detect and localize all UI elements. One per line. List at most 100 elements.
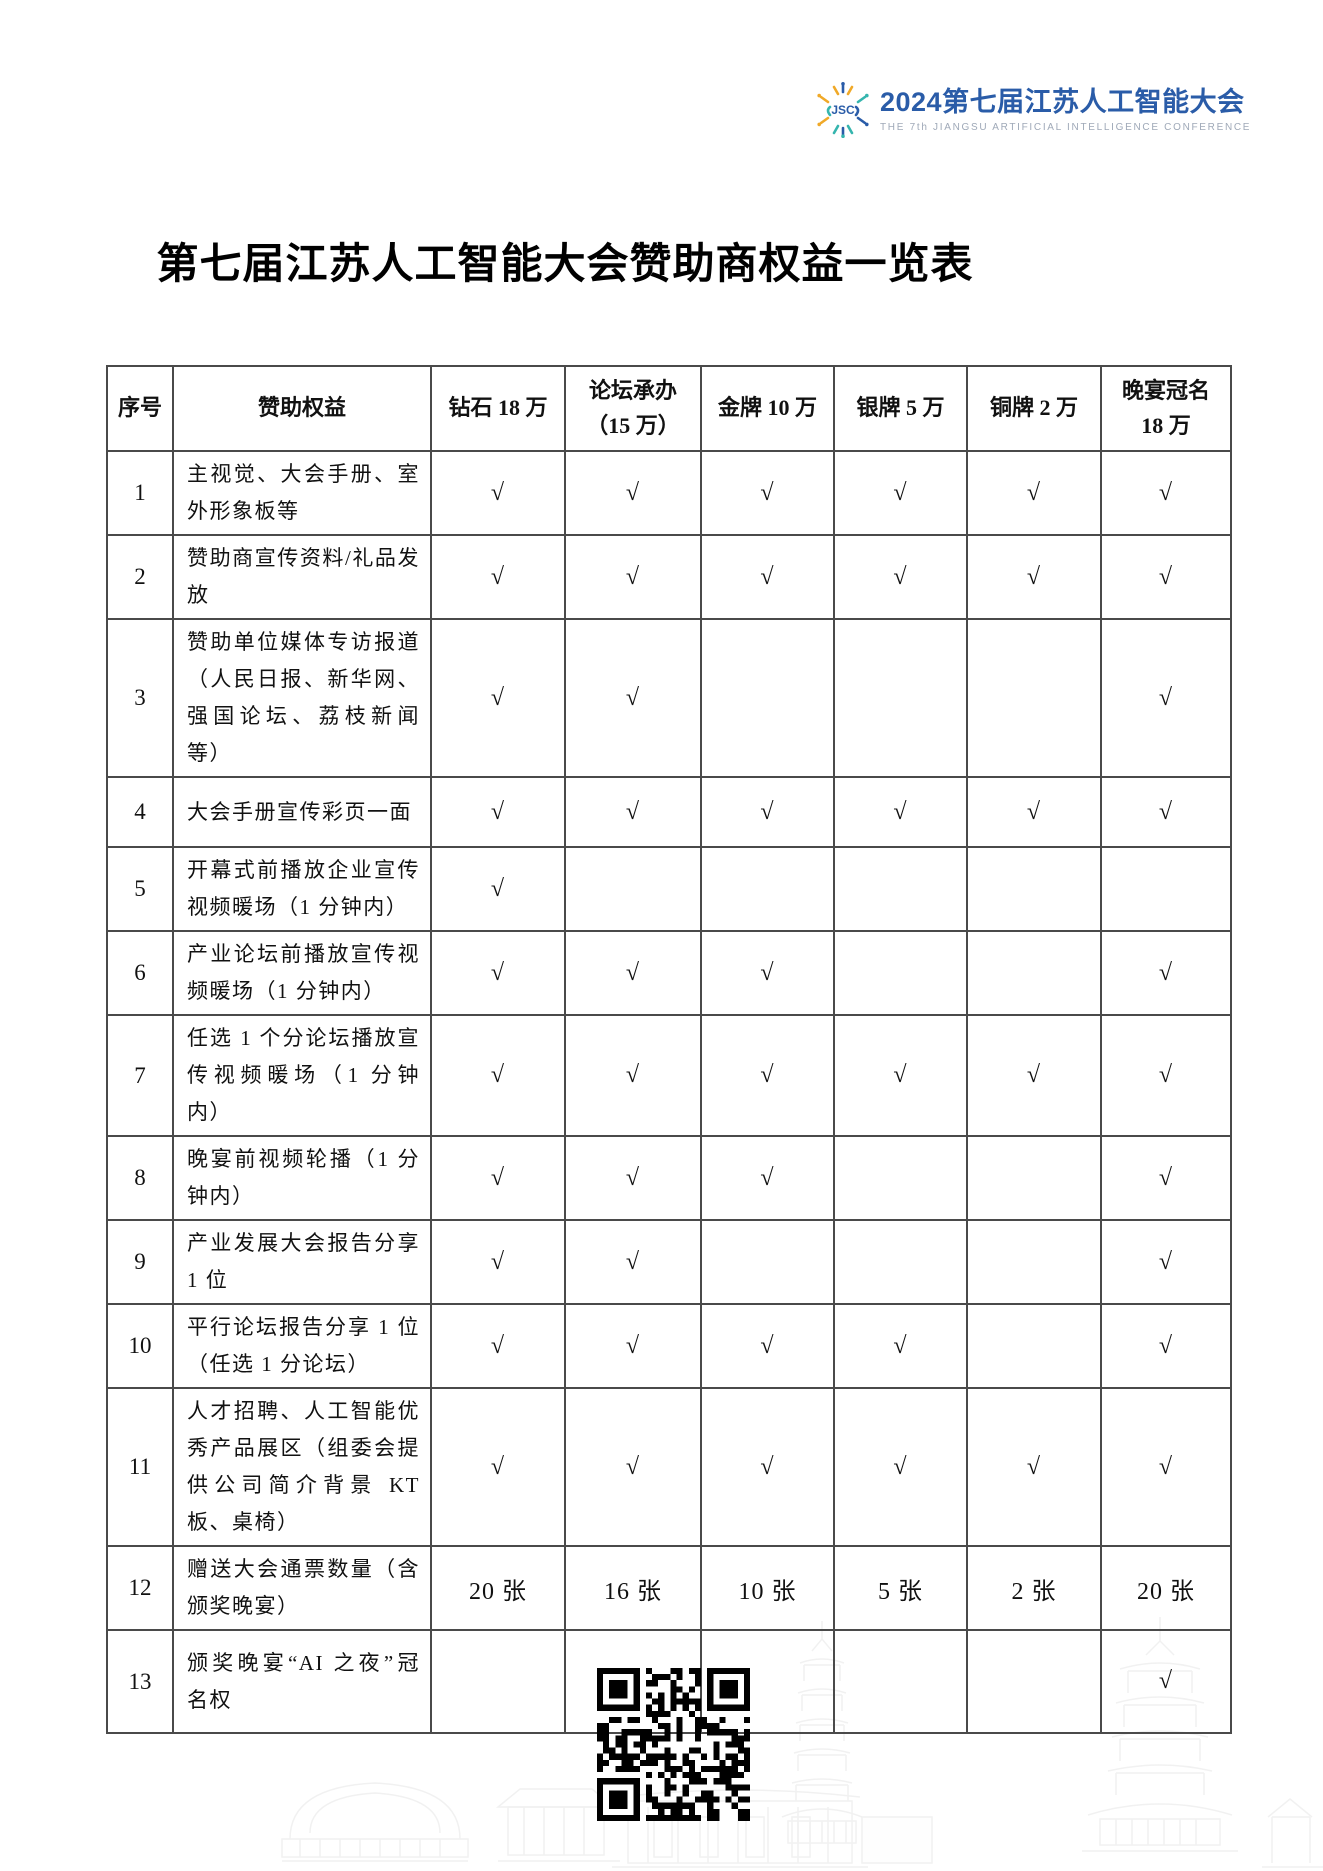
header-index: 序号 [106, 365, 174, 452]
benefit-cell [700, 846, 835, 932]
logo-subtitle: THE 7th JIANGSU ARTIFICIAL INTELLIGENCE … [880, 122, 1252, 134]
table-row: 13 颁奖晚宴“AI 之夜”冠名权 √ [106, 1629, 1232, 1734]
benefit-cell: 20 张 [1100, 1545, 1232, 1631]
benefit-cell: 20 张 [430, 1545, 566, 1631]
benefit-cell: √ [564, 776, 702, 848]
benefit-cell [700, 618, 835, 778]
table-row: 5 开幕式前播放企业宣传视频暖场（1 分钟内） √ [106, 846, 1232, 932]
benefit-label: 任选 1 个分论坛播放宣传视频暖场（1 分钟内） [172, 1014, 432, 1137]
benefit-cell: √ [564, 1135, 702, 1221]
header-banquet-line1: 晚宴冠名 [1121, 378, 1210, 404]
header-diamond: 钻石 18 万 [430, 365, 566, 452]
benefit-cell [966, 846, 1102, 932]
row-number: 3 [106, 618, 174, 778]
header-banquet-line2: 18 万 [1141, 412, 1191, 438]
row-number: 11 [106, 1387, 174, 1547]
row-number: 7 [106, 1014, 174, 1137]
benefit-cell [700, 1219, 835, 1305]
benefit-label: 产业发展大会报告分享 1 位 [172, 1219, 432, 1305]
benefit-cell [833, 1135, 968, 1221]
benefit-cell [833, 1219, 968, 1305]
benefit-cell: √ [430, 1219, 566, 1305]
table-row: 3 赞助单位媒体专访报道（人民日报、新华网、强国论坛、荔枝新闻等） √ √ √ [106, 618, 1232, 778]
header-forum-line2: （15 万） [586, 412, 680, 438]
benefit-cell: √ [1100, 618, 1232, 778]
table-row: 10 平行论坛报告分享 1 位（任选 1 分论坛） √ √ √ √ √ [106, 1303, 1232, 1389]
logo-title: 2024第七届江苏人工智能大会 [880, 86, 1245, 117]
conference-logo: JSC 2024第七届江苏人工智能大会 THE 7th JIANGSU ARTI… [816, 82, 1251, 138]
benefit-cell: √ [564, 1014, 702, 1137]
benefit-cell: 5 张 [833, 1545, 968, 1631]
row-number: 6 [106, 930, 174, 1016]
row-number: 4 [106, 776, 174, 848]
benefit-cell [833, 846, 968, 932]
benefit-label: 颁奖晚宴“AI 之夜”冠名权 [172, 1629, 432, 1734]
benefit-cell: √ [430, 846, 566, 932]
benefit-cell: √ [1100, 450, 1232, 536]
benefit-cell: 16 张 [564, 1545, 702, 1631]
benefit-cell [966, 1629, 1102, 1734]
benefit-cell: √ [564, 1303, 702, 1389]
benefit-cell: √ [564, 618, 702, 778]
benefit-cell [966, 1303, 1102, 1389]
benefit-cell: √ [700, 1387, 835, 1547]
benefit-cell: √ [700, 450, 835, 536]
dome-building-icon [281, 1782, 469, 1862]
row-number: 5 [106, 846, 174, 932]
benefit-cell [966, 1219, 1102, 1305]
benefit-cell: √ [1100, 1387, 1232, 1547]
benefit-cell: √ [430, 618, 566, 778]
row-number: 1 [106, 450, 174, 536]
benefit-cell: √ [700, 1014, 835, 1137]
table-row: 4 大会手册宣传彩页一面 √ √ √ √ √ √ [106, 776, 1232, 848]
benefit-cell [833, 1629, 968, 1734]
header-banquet: 晚宴冠名 18 万 [1100, 365, 1232, 452]
row-number: 9 [106, 1219, 174, 1305]
benefit-cell: √ [564, 450, 702, 536]
benefit-cell: √ [430, 1387, 566, 1547]
table-row: 12 赠送大会通票数量（含颁奖晚宴） 20 张 16 张 10 张 5 张 2 … [106, 1545, 1232, 1631]
benefit-cell: √ [966, 776, 1102, 848]
benefit-cell: √ [1100, 534, 1232, 620]
benefit-cell [966, 618, 1102, 778]
benefit-label: 产业论坛前播放宣传视频暖场（1 分钟内） [172, 930, 432, 1016]
table-row: 6 产业论坛前播放宣传视频暖场（1 分钟内） √ √ √ √ [106, 930, 1232, 1016]
benefit-label: 主视觉、大会手册、室外形象板等 [172, 450, 432, 536]
benefit-cell: √ [833, 450, 968, 536]
benefit-cell: √ [430, 1014, 566, 1137]
benefit-cell: √ [700, 776, 835, 848]
row-number: 2 [106, 534, 174, 620]
benefit-cell: 10 张 [700, 1545, 835, 1631]
benefit-label: 大会手册宣传彩页一面 [172, 776, 432, 848]
benefit-cell [966, 1135, 1102, 1221]
benefit-label: 平行论坛报告分享 1 位（任选 1 分论坛） [172, 1303, 432, 1389]
header-gold: 金牌 10 万 [700, 365, 835, 452]
benefit-cell: √ [430, 1135, 566, 1221]
header-bronze: 铜牌 2 万 [966, 365, 1102, 452]
benefit-label: 开幕式前播放企业宣传视频暖场（1 分钟内） [172, 846, 432, 932]
svg-text:JSC: JSC [831, 103, 855, 117]
jsc-starburst-icon: JSC [817, 82, 869, 138]
benefit-cell: √ [1100, 1014, 1232, 1137]
benefit-cell: √ [430, 1303, 566, 1389]
sponsor-benefits-table: 序号 赞助权益 钻石 18 万 论坛承办 （15 万） 金牌 10 万 银牌 5 … [106, 365, 1232, 1734]
wall-block-icon [861, 1816, 933, 1864]
benefit-cell: 2 张 [966, 1545, 1102, 1631]
benefit-cell: √ [564, 1387, 702, 1547]
benefit-cell [833, 930, 968, 1016]
benefit-cell: √ [833, 534, 968, 620]
benefit-label: 赞助单位媒体专访报道（人民日报、新华网、强国论坛、荔枝新闻等） [172, 618, 432, 778]
table-row: 2 赞助商宣传资料/礼品发放 √ √ √ √ √ √ [106, 534, 1232, 620]
table-header-row: 序号 赞助权益 钻石 18 万 论坛承办 （15 万） 金牌 10 万 银牌 5 … [106, 365, 1232, 452]
benefit-cell: √ [564, 534, 702, 620]
benefit-cell [966, 930, 1102, 1016]
benefit-cell: √ [700, 534, 835, 620]
benefit-cell: √ [966, 1014, 1102, 1137]
benefit-label: 晚宴前视频轮播（1 分钟内） [172, 1135, 432, 1221]
row-number: 10 [106, 1303, 174, 1389]
benefit-cell [430, 1629, 566, 1734]
qr-code [597, 1668, 750, 1821]
benefit-cell: √ [700, 930, 835, 1016]
benefit-cell: √ [564, 930, 702, 1016]
benefit-cell: √ [1100, 1135, 1232, 1221]
